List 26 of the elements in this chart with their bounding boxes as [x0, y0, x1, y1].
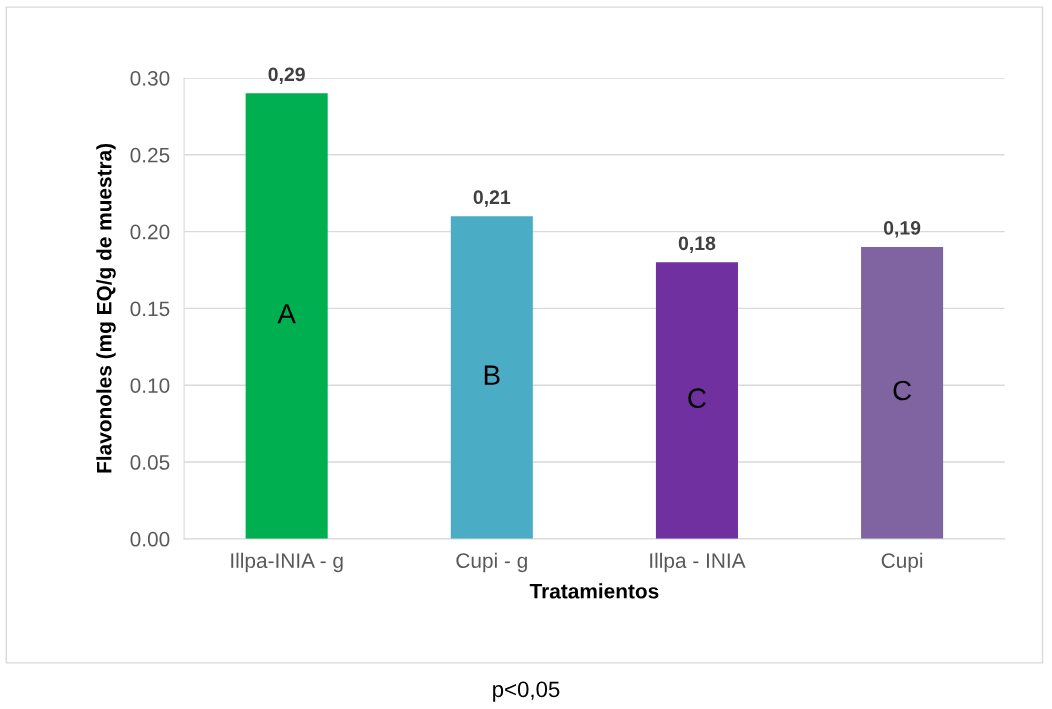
y-axis-title: Flavonoles (mg EQ/g de muestra)	[96, 143, 116, 473]
y-tick-label: 0.20	[130, 224, 170, 240]
annotation: A	[277, 304, 296, 324]
bar	[245, 93, 328, 539]
annotation: C	[688, 388, 706, 409]
data-label: 0,29	[268, 67, 305, 84]
bar	[450, 216, 533, 539]
y-tick-label: 0.05	[130, 455, 170, 470]
annotation: C	[893, 380, 912, 401]
y-tick-label: 0.30	[130, 70, 170, 86]
x-tick-label: Illpa - INIA	[650, 552, 746, 573]
bar	[861, 246, 944, 539]
bar	[655, 262, 738, 539]
annotation: B	[484, 365, 500, 385]
data-label: 0,19	[883, 221, 921, 238]
data-label: 0,21	[473, 190, 511, 207]
x-tick-label: Cupi - g	[456, 552, 527, 573]
y-tick-label: 0.25	[130, 147, 170, 163]
x-tick-label: Illpa-INIA - g	[231, 552, 343, 573]
text: p<0,05	[493, 681, 560, 702]
x-tick-label: Cupi	[881, 552, 923, 573]
data-label: 0,18	[678, 236, 716, 253]
y-tick-label: 0.00	[130, 531, 170, 547]
y-tick-label: 0.15	[130, 301, 170, 317]
x-axis-title: Tratamientos	[529, 583, 659, 599]
y-tick-label: 0.10	[130, 378, 170, 393]
